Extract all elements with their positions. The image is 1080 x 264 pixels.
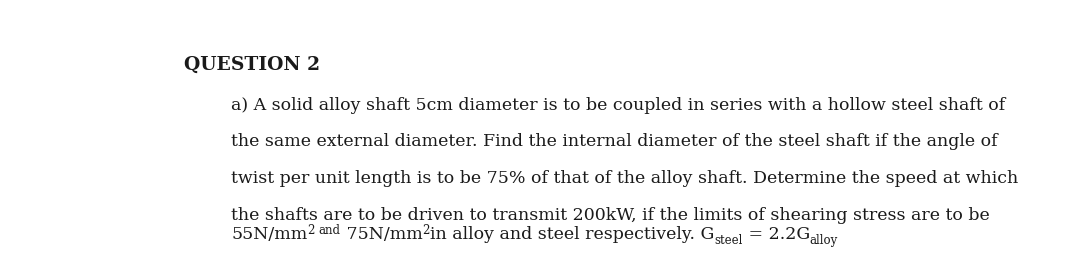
Text: twist per unit length is to be 75% of that of the alloy shaft. Determine the spe: twist per unit length is to be 75% of th…	[231, 170, 1018, 187]
Text: QUESTION 2: QUESTION 2	[184, 56, 320, 74]
Text: in alloy and steel respectively. G: in alloy and steel respectively. G	[430, 226, 714, 243]
Text: the same external diameter. Find the internal diameter of the steel shaft if the: the same external diameter. Find the int…	[231, 133, 998, 150]
Text: a) A solid alloy shaft 5cm diameter is to be coupled in series with a hollow ste: a) A solid alloy shaft 5cm diameter is t…	[231, 97, 1005, 114]
Text: steel: steel	[714, 234, 743, 247]
Text: 55N/mm: 55N/mm	[231, 226, 308, 243]
Text: the shafts are to be driven to transmit 200kW, if the limits of shearing stress : the shafts are to be driven to transmit …	[231, 206, 990, 224]
Text: = 2.2G: = 2.2G	[743, 226, 810, 243]
Text: 2: 2	[308, 224, 315, 237]
Text: and: and	[319, 224, 340, 237]
Text: 75N/mm: 75N/mm	[340, 226, 422, 243]
Text: 2: 2	[422, 224, 430, 237]
Text: alloy: alloy	[810, 234, 838, 247]
